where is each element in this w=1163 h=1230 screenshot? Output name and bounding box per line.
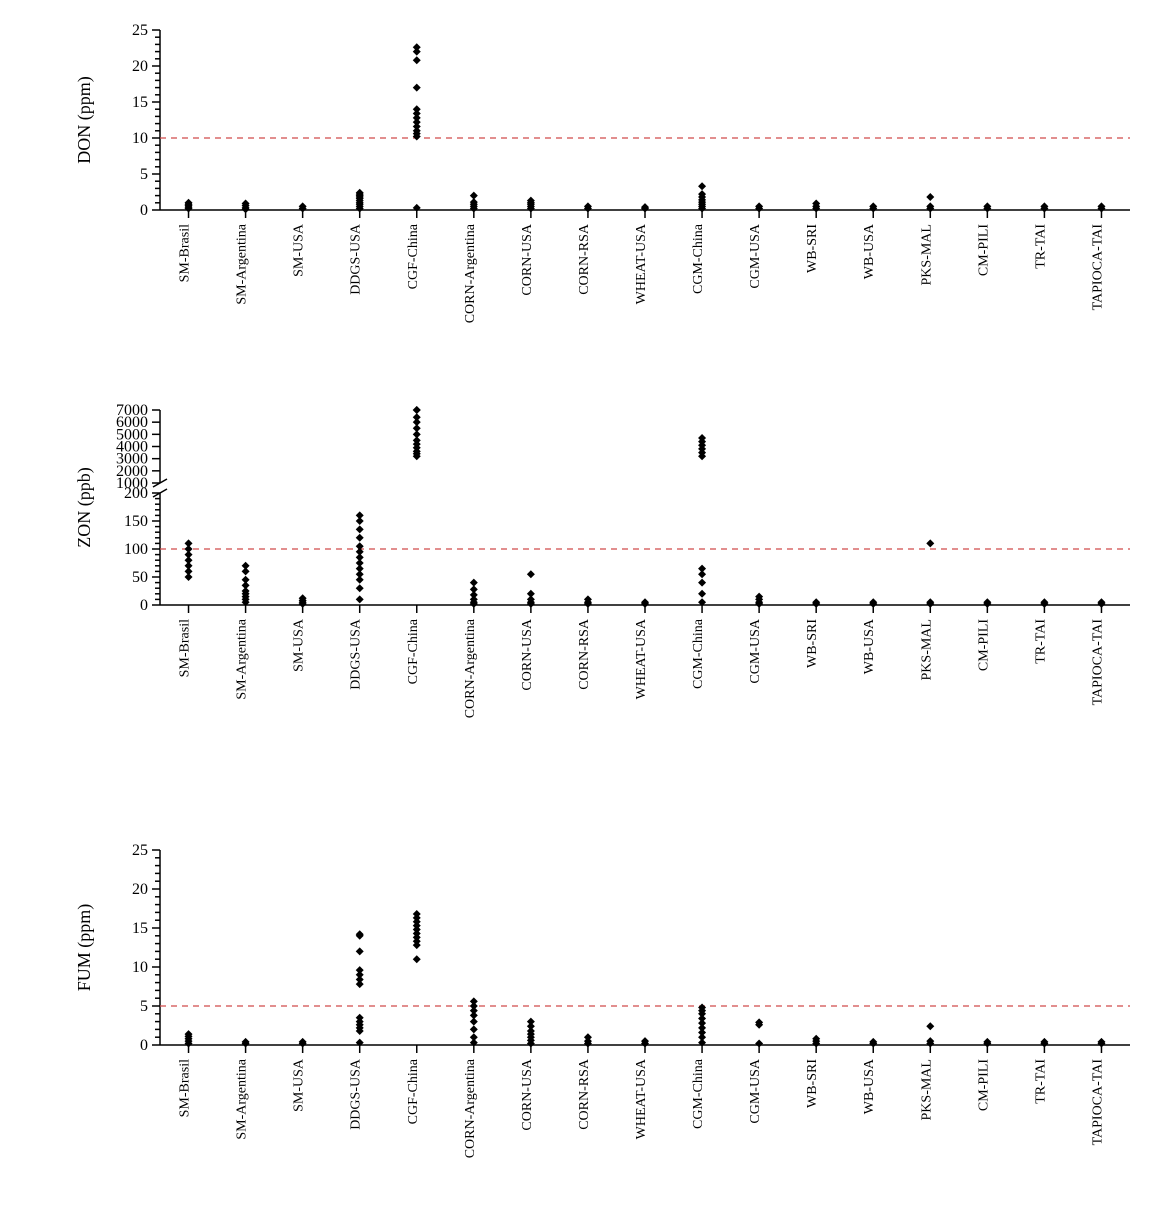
x-category-label: CGM-China — [691, 618, 706, 689]
y-tick-label: 100 — [124, 541, 148, 558]
x-category-label: CORN-RSA — [577, 223, 592, 295]
x-category-label: CGM-USA — [748, 1058, 763, 1123]
x-category-label: CORN-RSA — [577, 618, 592, 690]
x-category-label: DDGS-USA — [349, 1058, 364, 1130]
x-category-label: CGF-China — [406, 618, 421, 684]
y-tick-label: 15 — [132, 920, 148, 937]
y-tick-label: 10 — [132, 959, 148, 976]
chart-zon: 0501001502001000200030004000500060007000… — [70, 400, 1140, 740]
x-category-label: SM-Brasil — [178, 619, 193, 677]
x-category-label: DDGS-USA — [349, 223, 364, 295]
x-category-label: SM-USA — [292, 223, 307, 277]
data-points — [185, 910, 1106, 1047]
y-tick-label: 5 — [140, 998, 148, 1015]
x-category-label: WB-SRI — [805, 1059, 820, 1108]
chart-don: 0 5 10 15 20 25 DON (ppm) SM-Brasil SM-Argentina… — [70, 20, 1140, 340]
x-category-label: TR-TAI — [1033, 1059, 1048, 1104]
x-category-label: PKS-MAL — [919, 619, 934, 680]
x-category-label: WB-SRI — [805, 224, 820, 273]
data-points — [185, 43, 1106, 213]
y-tick-label: 150 — [124, 513, 148, 530]
x-category-label: WB-USA — [862, 223, 877, 279]
x-category-label: WB-USA — [862, 1058, 877, 1114]
x-category-label: SM-Brasil — [178, 1059, 193, 1117]
x-category-label: CORN-USA — [520, 1058, 535, 1130]
x-category-label: CORN-USA — [520, 618, 535, 690]
x-category-label: TR-TAI — [1033, 224, 1048, 269]
x-category-label: SM-Argentina — [235, 618, 250, 699]
x-category-label: SM-Brasil — [178, 224, 193, 282]
x-category-label: TAPIOCA-TAI — [1090, 1059, 1105, 1146]
x-category-label: CGM-China — [691, 1058, 706, 1129]
x-category-label: CM-PILI — [976, 224, 991, 276]
x-category-label: WB-USA — [862, 618, 877, 674]
x-category-label: WHEAT-USA — [634, 223, 649, 304]
x-category-label: CGM-USA — [748, 223, 763, 288]
y-tick-label: 15 — [132, 94, 148, 111]
x-category-label: CORN-Argentina — [463, 223, 478, 323]
x-category-label: SM-Argentina — [235, 1058, 250, 1139]
x-category-label: WHEAT-USA — [634, 1058, 649, 1139]
x-category-label: PKS-MAL — [919, 1059, 934, 1120]
x-category-label: TR-TAI — [1033, 619, 1048, 664]
chart-fum: 0 5 10 15 20 25 FUM (ppm) SM-Brasil SM-Argentina… — [70, 840, 1140, 1180]
x-category-label: CORN-RSA — [577, 1058, 592, 1130]
y-axis-label: DON (ppm) — [74, 76, 95, 164]
y-tick-label: 20 — [132, 881, 148, 898]
y-tick-label: 25 — [132, 22, 148, 39]
x-category-label: CGF-China — [406, 1058, 421, 1124]
x-category-label: CGM-China — [691, 223, 706, 294]
y-tick-label: 50 — [132, 569, 148, 586]
x-category-label: CM-PILI — [976, 1059, 991, 1111]
y-tick-label: 20 — [132, 58, 148, 75]
y-axis-label: ZON (ppb) — [74, 467, 95, 547]
x-category-label: WHEAT-USA — [634, 618, 649, 699]
x-category-label: CORN-Argentina — [463, 618, 478, 718]
x-category-label: DDGS-USA — [349, 618, 364, 690]
x-category-label: WB-SRI — [805, 619, 820, 668]
x-category-label: CM-PILI — [976, 619, 991, 671]
x-category-label: CORN-Argentina — [463, 1058, 478, 1158]
x-category-label: PKS-MAL — [919, 224, 934, 285]
y-tick-label: 25 — [132, 842, 148, 859]
x-category-label: SM-Argentina — [235, 223, 250, 304]
x-category-label: SM-USA — [292, 618, 307, 672]
y-tick-label: 0 — [140, 1037, 148, 1054]
x-category-label: CGF-China — [406, 223, 421, 289]
x-category-label: TAPIOCA-TAI — [1090, 224, 1105, 311]
x-category-label: TAPIOCA-TAI — [1090, 619, 1105, 706]
y-axis-label: FUM (ppm) — [74, 904, 95, 992]
y-tick-label: 7000 — [116, 402, 148, 419]
y-tick-label: 0 — [140, 202, 148, 219]
x-category-label: CORN-USA — [520, 223, 535, 295]
figure-stage: 0 5 10 15 20 25 DON (ppm) SM-Brasil SM-Argentina… — [0, 0, 1163, 1230]
x-category-label: SM-USA — [292, 1058, 307, 1112]
y-tick-label: 5 — [140, 166, 148, 183]
y-tick-label: 10 — [132, 130, 148, 147]
x-category-label: CGM-USA — [748, 618, 763, 683]
y-tick-label: 0 — [140, 597, 148, 614]
data-points — [185, 406, 1106, 608]
